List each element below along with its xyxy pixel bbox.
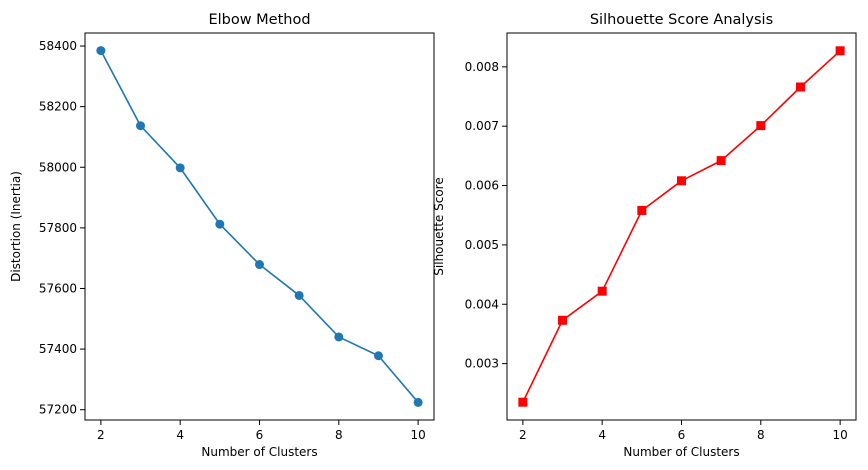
- y-axis-label: Distortion (Inertia): [9, 171, 23, 282]
- y-tick-label: 0.007: [465, 119, 499, 133]
- x-tick-label: 4: [176, 428, 184, 442]
- data-point-marker: [373, 351, 383, 361]
- data-point-marker: [795, 82, 805, 92]
- silhouette-score-chart: 2 4 6 8 10 0.003 0.004 0.005 0.006 0.007 0.008 Silh…: [432, 12, 857, 459]
- chart-title: Silhouette Score Analysis: [590, 12, 773, 28]
- data-point-marker: [413, 397, 423, 407]
- data-point-marker: [756, 121, 766, 131]
- x-tick-label: 8: [757, 428, 765, 442]
- y-tick-label: 58400: [39, 39, 77, 53]
- data-point-marker: [558, 315, 568, 325]
- y-tick-label: 0.003: [465, 357, 499, 371]
- y-tick-label: 57800: [39, 221, 77, 235]
- data-point-marker: [215, 219, 225, 229]
- x-tick-label: 4: [598, 428, 606, 442]
- series-line: [100, 50, 419, 403]
- y-tick-label: 57200: [39, 403, 77, 417]
- data-point-marker: [96, 46, 106, 56]
- x-tick-label: 2: [519, 428, 527, 442]
- data-point-marker: [835, 46, 845, 56]
- elbow-method-chart: 2 4 6 8 10 57200 57400 57600 57800 58000 58200 5840…: [9, 12, 435, 459]
- y-tick-label: 57600: [39, 281, 77, 295]
- chart-title: Elbow Method: [208, 12, 310, 28]
- y-tick-label: 58200: [39, 100, 77, 114]
- data-point-marker: [518, 397, 528, 407]
- x-axis-label: Number of Clusters: [201, 445, 317, 459]
- y-tick-label: 57400: [39, 342, 77, 356]
- data-point-marker: [136, 121, 146, 131]
- data-point-marker: [597, 286, 607, 296]
- x-tick-label: 6: [256, 428, 264, 442]
- data-point-marker: [677, 176, 686, 186]
- x-tick-label: 2: [97, 428, 105, 442]
- x-tick-label: 10: [832, 428, 847, 442]
- y-tick-label: 58000: [39, 160, 77, 174]
- x-tick-label: 8: [335, 428, 343, 442]
- data-point-marker: [716, 156, 726, 166]
- x-axis-label: Number of Clusters: [623, 445, 739, 459]
- plot-area-frame: [84, 32, 435, 421]
- data-point-marker: [294, 290, 304, 300]
- x-tick-label: 10: [410, 428, 425, 442]
- data-point-marker: [637, 205, 647, 215]
- series-line: [522, 50, 841, 403]
- y-tick-label: 0.008: [465, 60, 499, 74]
- y-tick-label: 0.006: [465, 179, 499, 193]
- x-tick-label: 6: [678, 428, 686, 442]
- y-tick-label: 0.005: [465, 238, 499, 252]
- data-point-marker: [334, 332, 344, 342]
- y-tick-label: 0.004: [465, 297, 499, 311]
- data-point-marker: [175, 163, 185, 173]
- y-axis-label: Silhouette Score: [432, 177, 446, 275]
- data-point-marker: [255, 260, 264, 270]
